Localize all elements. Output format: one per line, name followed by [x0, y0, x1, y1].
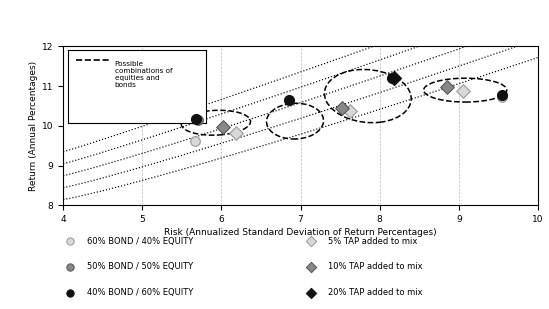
- Point: [387, 76, 396, 81]
- Point: [345, 109, 354, 114]
- Point: [337, 106, 346, 111]
- Text: 10% TAP added to mix: 10% TAP added to mix: [328, 262, 423, 272]
- Point: [191, 138, 200, 143]
- Point: [193, 118, 202, 123]
- Text: 5% TAP added to mix: 5% TAP added to mix: [328, 236, 418, 246]
- Text: Each incremental addition of commodities to an equity-bond
mix defines a more fa: Each incremental addition of commodities…: [96, 12, 453, 33]
- Point: [498, 92, 507, 97]
- Text: 50% BOND / 50% EQUITY: 50% BOND / 50% EQUITY: [87, 262, 193, 272]
- Point: [458, 89, 467, 94]
- Y-axis label: Return (Annual Percentages): Return (Annual Percentages): [29, 61, 38, 191]
- Point: [442, 84, 451, 89]
- Point: [390, 76, 399, 81]
- Text: 20% TAP added to mix: 20% TAP added to mix: [328, 288, 423, 298]
- Text: 60% BOND / 40% EQUITY: 60% BOND / 40% EQUITY: [87, 236, 193, 246]
- Point: [498, 95, 507, 100]
- Point: [284, 98, 293, 103]
- Point: [231, 131, 240, 136]
- X-axis label: Risk (Annualized Standard Deviation of Return Percentages): Risk (Annualized Standard Deviation of R…: [164, 228, 437, 237]
- Point: [192, 116, 200, 121]
- Text: 40% BOND / 60% EQUITY: 40% BOND / 60% EQUITY: [87, 288, 193, 298]
- Point: [219, 124, 227, 129]
